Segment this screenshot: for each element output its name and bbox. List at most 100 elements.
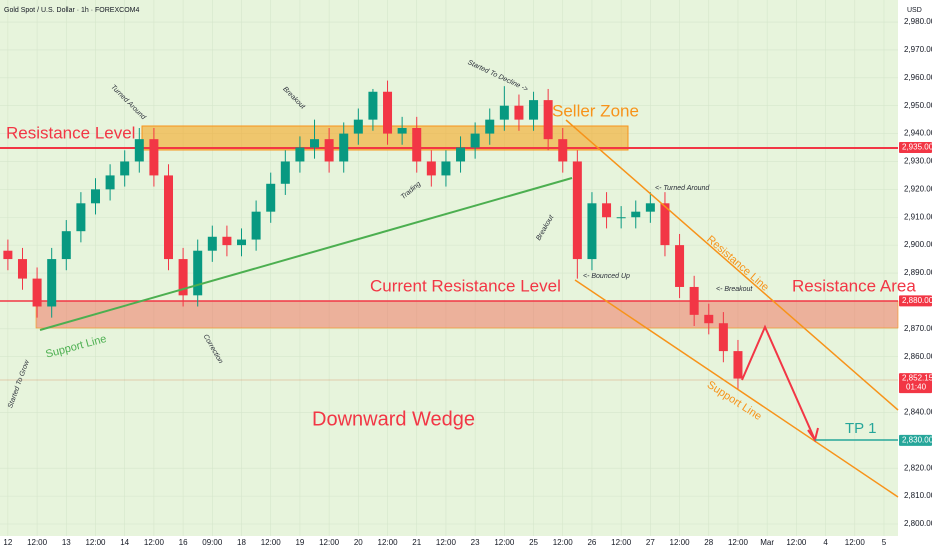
candle-body [105, 175, 115, 190]
candle-body [456, 147, 466, 162]
candle-body [368, 91, 378, 120]
x-tick-label: 13 [62, 538, 71, 547]
time-axis [0, 536, 898, 550]
label: TP 1 [845, 420, 876, 437]
x-tick-label: 4 [823, 538, 828, 547]
x-tick-label: 12:00 [553, 538, 574, 547]
candle-body [529, 100, 539, 120]
y-tick-label: 2,800.00 [904, 519, 932, 528]
annotation: <- Bounced Up [583, 273, 630, 280]
symbol-title: Gold Spot / U.S. Dollar · 1h · FOREXCOM4 [4, 7, 139, 14]
candle-body [587, 203, 597, 260]
y-tick-label: 2,960.00 [904, 73, 932, 82]
label: Resistance Level [6, 123, 135, 142]
x-tick-label: 20 [354, 538, 363, 547]
y-tick-label: 2,940.00 [904, 129, 932, 138]
candle-body [339, 133, 349, 162]
candle-body [251, 211, 261, 240]
candle-body [689, 286, 699, 315]
x-tick-label: 16 [179, 538, 188, 547]
candle-body [120, 161, 130, 176]
candle-body [164, 175, 174, 260]
x-tick-label: 12:00 [319, 538, 340, 547]
x-tick-label: 12:00 [144, 538, 165, 547]
x-tick-label: 18 [237, 538, 246, 547]
support-line [39, 177, 573, 331]
candle-body [645, 203, 655, 212]
price-tag-label: 2,830.00 [902, 435, 932, 444]
x-tick-label: 12:00 [670, 538, 691, 547]
candle-body [17, 259, 27, 279]
candle-body [383, 91, 393, 134]
resistance-area [35, 300, 899, 329]
candle-body [310, 139, 320, 148]
candle-body [47, 259, 57, 307]
candle-body [90, 189, 100, 204]
candles [3, 80, 743, 391]
x-tick-label: 12:00 [494, 538, 515, 547]
candle-body [602, 203, 612, 218]
y-tick-label: 2,860.00 [904, 352, 932, 361]
annotation: <- Turned Around [655, 185, 710, 192]
candle-body [295, 147, 305, 162]
x-tick-label: 19 [295, 538, 304, 547]
x-tick-label: 26 [587, 538, 596, 547]
price-axis [898, 0, 932, 550]
x-tick-label: 12:00 [611, 538, 632, 547]
candle-body [499, 105, 509, 120]
y-tick-label: 2,820.00 [904, 463, 932, 472]
x-tick-label: 12:00 [436, 538, 457, 547]
candle-body [412, 128, 422, 162]
candle-body [32, 278, 42, 307]
candle-body [426, 161, 436, 176]
candle-body [514, 105, 524, 120]
x-tick-label: Mar [760, 538, 774, 547]
price-tag-label: 2,880.00 [902, 296, 932, 305]
candle-body [178, 259, 188, 296]
candle-body [324, 139, 334, 162]
candle-body [485, 119, 495, 134]
y-tick-label: 2,930.00 [904, 157, 932, 166]
candle-body [660, 203, 670, 246]
candle-body [631, 211, 641, 218]
price-tag [899, 142, 932, 154]
wedge-lower [574, 279, 899, 498]
candle-body [207, 236, 217, 251]
candle-body [149, 139, 159, 176]
x-tick-label: 09:00 [202, 538, 223, 547]
y-tick-label: 2,810.00 [904, 491, 932, 500]
currency: USD [907, 7, 922, 14]
candle-body [572, 161, 582, 260]
y-tick-label: 2,920.00 [904, 184, 932, 193]
label: Current Resistance Level [370, 276, 561, 295]
x-tick-label: 12 [3, 538, 12, 547]
price-tag [899, 295, 932, 307]
x-tick-label: 14 [120, 538, 129, 547]
candle-body [3, 250, 13, 260]
x-tick-label: 27 [646, 538, 655, 547]
candle-body [353, 119, 363, 134]
x-tick-label: 12:00 [27, 538, 48, 547]
label: Seller Zone [552, 101, 639, 120]
candle-body [704, 314, 714, 324]
x-tick-label: 12:00 [786, 538, 807, 547]
x-tick-label: 23 [471, 538, 480, 547]
x-tick-label: 12:00 [261, 538, 282, 547]
y-tick-label: 2,890.00 [904, 268, 932, 277]
price-tag [899, 373, 932, 394]
candle-body [61, 231, 71, 260]
x-tick-label: 21 [412, 538, 421, 547]
candle-body [397, 128, 407, 134]
x-tick-label: 5 [882, 538, 887, 547]
candle-body [280, 161, 290, 184]
y-tick-label: 2,900.00 [904, 240, 932, 249]
projection-path [741, 324, 816, 441]
y-tick-label: 2,870.00 [904, 324, 932, 333]
candle-body [675, 245, 685, 287]
price-tag-countdown: 01:40 [906, 383, 927, 392]
x-tick-label: 12:00 [85, 538, 106, 547]
candle-body [543, 100, 553, 140]
candle-body [470, 133, 480, 148]
label: Downward Wedge [312, 408, 475, 430]
